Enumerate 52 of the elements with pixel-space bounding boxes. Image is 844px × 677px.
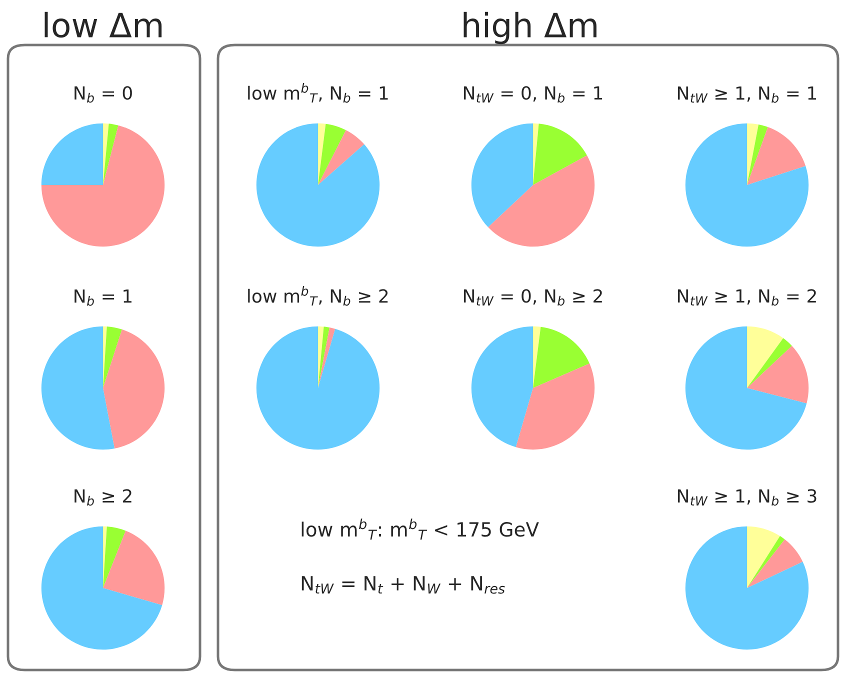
text: low m$^{b}$$_{T}$: m$^{b}$$_{T}$ < 175 GeV xyxy=(302,518,539,540)
pie-slice xyxy=(747,526,780,588)
text: high Δm xyxy=(464,12,596,44)
pie-slice xyxy=(685,123,809,247)
pie-slice xyxy=(747,127,806,185)
pie-slice xyxy=(41,526,162,650)
pie-slice xyxy=(471,123,533,228)
pie-slice xyxy=(318,130,364,185)
pie-slice xyxy=(747,346,809,404)
pie-slice xyxy=(318,326,324,388)
pie-slice xyxy=(533,123,539,185)
pie-slice xyxy=(747,123,759,185)
pie-slice xyxy=(318,327,336,388)
pie-slice xyxy=(103,329,165,449)
pie-slice xyxy=(533,124,587,185)
chart-title: N$_{tW}$ = 0, N$_{b}$ = 1 xyxy=(464,86,602,103)
pie-slice xyxy=(685,526,809,650)
chart-title: low m$^{b}$$_{T}$, N$_{b}$ ≥ 2 xyxy=(248,286,388,306)
pie-slice xyxy=(747,338,792,388)
chart-title: low m$^{b}$$_{T}$, N$_{b}$ = 1 xyxy=(248,83,388,103)
pie-slice xyxy=(533,326,541,388)
chart-title: N$_{b}$ = 0 xyxy=(74,86,132,103)
pie-slice xyxy=(533,326,590,388)
text: low Δm xyxy=(44,12,162,38)
pie-slice xyxy=(747,124,768,185)
pie-slice xyxy=(41,123,103,185)
chart-title: N$_{tW}$ = 0, N$_{b}$ ≥ 2 xyxy=(464,289,602,306)
chart-title: N$_{b}$ = 1 xyxy=(74,289,132,306)
pie-slice xyxy=(488,155,595,247)
pie-slice xyxy=(103,124,118,185)
chart-title: N$_{tW}$ ≥ 1, N$_{b}$ = 1 xyxy=(678,86,816,103)
pie-slice xyxy=(685,326,807,450)
pie-slice xyxy=(256,326,380,450)
pie-slice xyxy=(747,536,785,588)
pie-slice xyxy=(41,326,115,450)
pie-slice xyxy=(318,124,346,185)
pie-slice xyxy=(103,123,109,185)
pie-slice xyxy=(103,326,122,388)
chart-title: N$_{tW}$ ≥ 1, N$_{b}$ ≥ 3 xyxy=(678,489,816,506)
pie-slice xyxy=(318,123,326,185)
text: N$_{tW}$ = N$_{t}$ + N$_{W}$ + N$_{res}$ xyxy=(302,576,505,594)
pie-slice xyxy=(471,326,533,448)
pie-slice xyxy=(516,364,595,450)
pie-slice xyxy=(41,125,165,247)
pie-slice xyxy=(747,326,784,388)
pie-slice xyxy=(256,123,380,247)
pie-slice xyxy=(103,530,165,606)
chart-title: N$_{tW}$ ≥ 1, N$_{b}$ = 2 xyxy=(678,289,816,306)
pie-slice xyxy=(103,526,126,588)
pie-slice xyxy=(318,326,330,388)
pie-slice xyxy=(747,539,803,588)
chart-title: N$_{b}$ ≥ 2 xyxy=(74,489,132,506)
